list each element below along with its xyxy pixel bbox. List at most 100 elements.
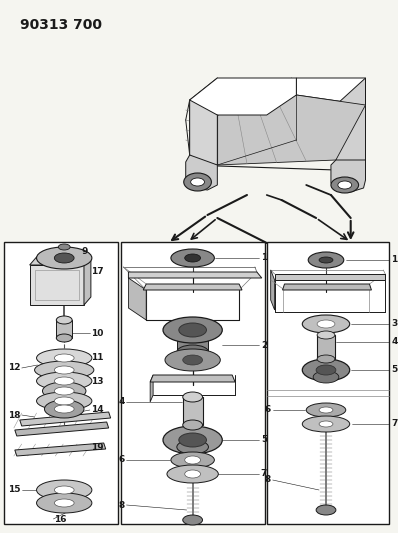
Text: 4: 4 [118,398,125,407]
Ellipse shape [185,254,201,262]
Text: 7: 7 [261,470,267,479]
Ellipse shape [302,416,350,432]
Ellipse shape [183,420,203,430]
Bar [183,397,203,425]
Ellipse shape [319,421,333,427]
Text: 8: 8 [264,475,271,484]
Bar [29,265,84,305]
Ellipse shape [55,366,74,374]
Ellipse shape [55,405,74,413]
Polygon shape [190,78,297,115]
Ellipse shape [45,400,84,418]
Ellipse shape [302,315,350,333]
Ellipse shape [179,323,207,337]
Bar [177,330,209,352]
Text: 18: 18 [8,410,20,419]
Polygon shape [275,274,385,280]
Ellipse shape [317,320,335,328]
Ellipse shape [55,253,74,263]
Bar [56,320,72,338]
Text: 13: 13 [91,377,103,386]
Text: 8: 8 [118,500,125,510]
Ellipse shape [37,349,92,367]
Text: 12: 12 [8,364,20,373]
Polygon shape [297,78,365,105]
Bar [177,433,209,447]
Ellipse shape [177,345,209,359]
Ellipse shape [37,493,92,513]
Polygon shape [129,272,262,278]
Ellipse shape [55,499,74,507]
Ellipse shape [56,316,72,324]
Ellipse shape [58,244,70,250]
Ellipse shape [37,480,92,500]
Text: 16: 16 [55,515,67,524]
Ellipse shape [163,317,222,343]
Ellipse shape [302,359,350,381]
Polygon shape [186,155,217,190]
Ellipse shape [171,452,215,468]
Ellipse shape [55,486,74,494]
Ellipse shape [191,178,205,186]
Polygon shape [150,375,153,402]
Polygon shape [129,278,146,320]
Ellipse shape [177,440,209,454]
Text: 6: 6 [264,406,271,415]
Text: 1: 1 [261,254,267,262]
Ellipse shape [313,371,339,383]
Ellipse shape [331,177,359,193]
Ellipse shape [37,392,92,410]
Ellipse shape [183,392,203,402]
Text: 10: 10 [91,328,103,337]
Polygon shape [15,422,109,436]
Ellipse shape [163,426,222,454]
Ellipse shape [165,349,220,371]
Ellipse shape [317,355,335,363]
Ellipse shape [167,465,219,483]
Ellipse shape [319,407,333,413]
Ellipse shape [185,456,201,464]
Ellipse shape [316,505,336,515]
Text: 4: 4 [391,337,398,346]
Polygon shape [15,443,106,456]
Text: 6: 6 [118,456,125,464]
Text: 14: 14 [91,406,103,415]
Ellipse shape [319,257,333,263]
Polygon shape [217,95,365,165]
Text: 17: 17 [91,268,103,277]
Text: 3: 3 [391,319,398,328]
Ellipse shape [35,361,94,379]
Ellipse shape [338,181,352,189]
Bar [35,270,79,300]
Polygon shape [29,257,91,265]
Polygon shape [283,284,371,290]
Ellipse shape [184,173,211,191]
Ellipse shape [55,387,74,395]
Ellipse shape [55,354,74,362]
Ellipse shape [171,249,215,267]
Polygon shape [190,100,217,165]
Bar [313,363,339,377]
Ellipse shape [183,355,203,365]
Text: 19: 19 [91,442,103,451]
Text: 5: 5 [391,366,398,375]
Ellipse shape [37,247,92,269]
Polygon shape [271,270,275,310]
Text: 1: 1 [391,255,398,264]
Polygon shape [331,160,365,192]
Ellipse shape [37,372,92,390]
Text: 9: 9 [81,247,88,256]
Ellipse shape [306,403,346,417]
Ellipse shape [185,470,201,478]
Bar [267,242,389,524]
Bar [121,242,265,524]
Polygon shape [150,375,235,382]
Text: 15: 15 [8,486,20,495]
Text: 90313 700: 90313 700 [20,18,102,32]
Ellipse shape [55,377,74,385]
Ellipse shape [56,334,72,342]
Polygon shape [20,412,111,426]
Polygon shape [84,257,91,305]
Bar [317,335,335,359]
Polygon shape [336,78,365,175]
